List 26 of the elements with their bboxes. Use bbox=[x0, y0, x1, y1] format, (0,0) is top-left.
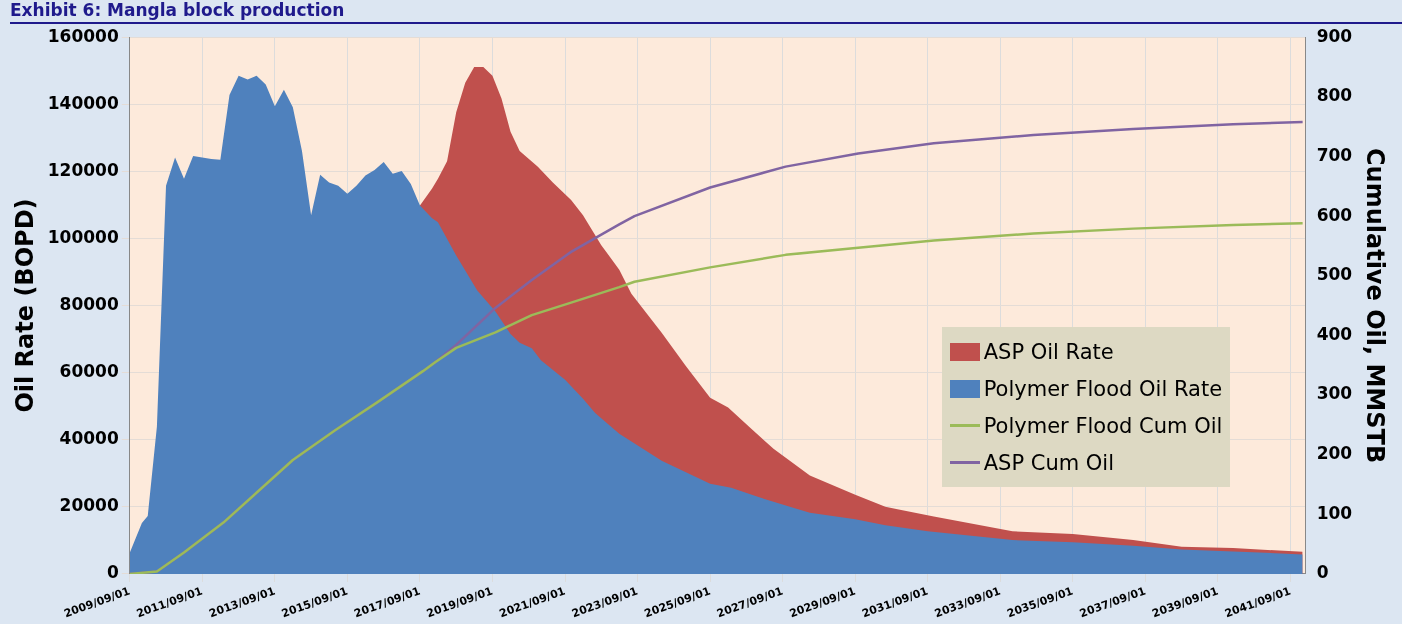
y2-tick-label: 300 bbox=[1316, 383, 1353, 404]
y2-tick-label: 100 bbox=[1316, 502, 1353, 523]
y-tick-label: 80000 bbox=[59, 293, 119, 314]
y-tick-label: 160000 bbox=[47, 25, 119, 46]
legend-label: Polymer Flood Oil Rate bbox=[983, 376, 1223, 401]
y-tick-label: 120000 bbox=[47, 159, 119, 180]
y2-tick-label: 500 bbox=[1316, 264, 1353, 285]
y2-tick-label: 700 bbox=[1316, 144, 1353, 165]
y-tick-label: 0 bbox=[106, 562, 119, 583]
chart-title: Exhibit 6: Mangla block production bbox=[10, 0, 345, 20]
legend-label: ASP Cum Oil bbox=[983, 450, 1115, 475]
y-tick-label: 20000 bbox=[59, 495, 119, 516]
y2-tick-label: 0 bbox=[1316, 562, 1329, 583]
y-tick-label: 40000 bbox=[59, 428, 119, 449]
legend-label: Polymer Flood Cum Oil bbox=[983, 413, 1223, 438]
y2-tick-label: 600 bbox=[1316, 204, 1353, 225]
y-axis-title: Oil Rate (BOPD) bbox=[10, 198, 39, 413]
y2-tick-label: 200 bbox=[1316, 443, 1353, 464]
y-tick-label: 100000 bbox=[47, 226, 119, 247]
y-tick-label: 140000 bbox=[47, 92, 119, 113]
y2-axis-title: Cumulative Oil, MMSTB bbox=[1361, 147, 1390, 464]
y-tick-label: 60000 bbox=[59, 361, 119, 382]
y2-tick-label: 400 bbox=[1316, 323, 1353, 344]
y2-tick-label: 900 bbox=[1316, 25, 1353, 46]
y2-tick-label: 800 bbox=[1316, 85, 1353, 106]
legend-label: ASP Oil Rate bbox=[983, 339, 1114, 364]
